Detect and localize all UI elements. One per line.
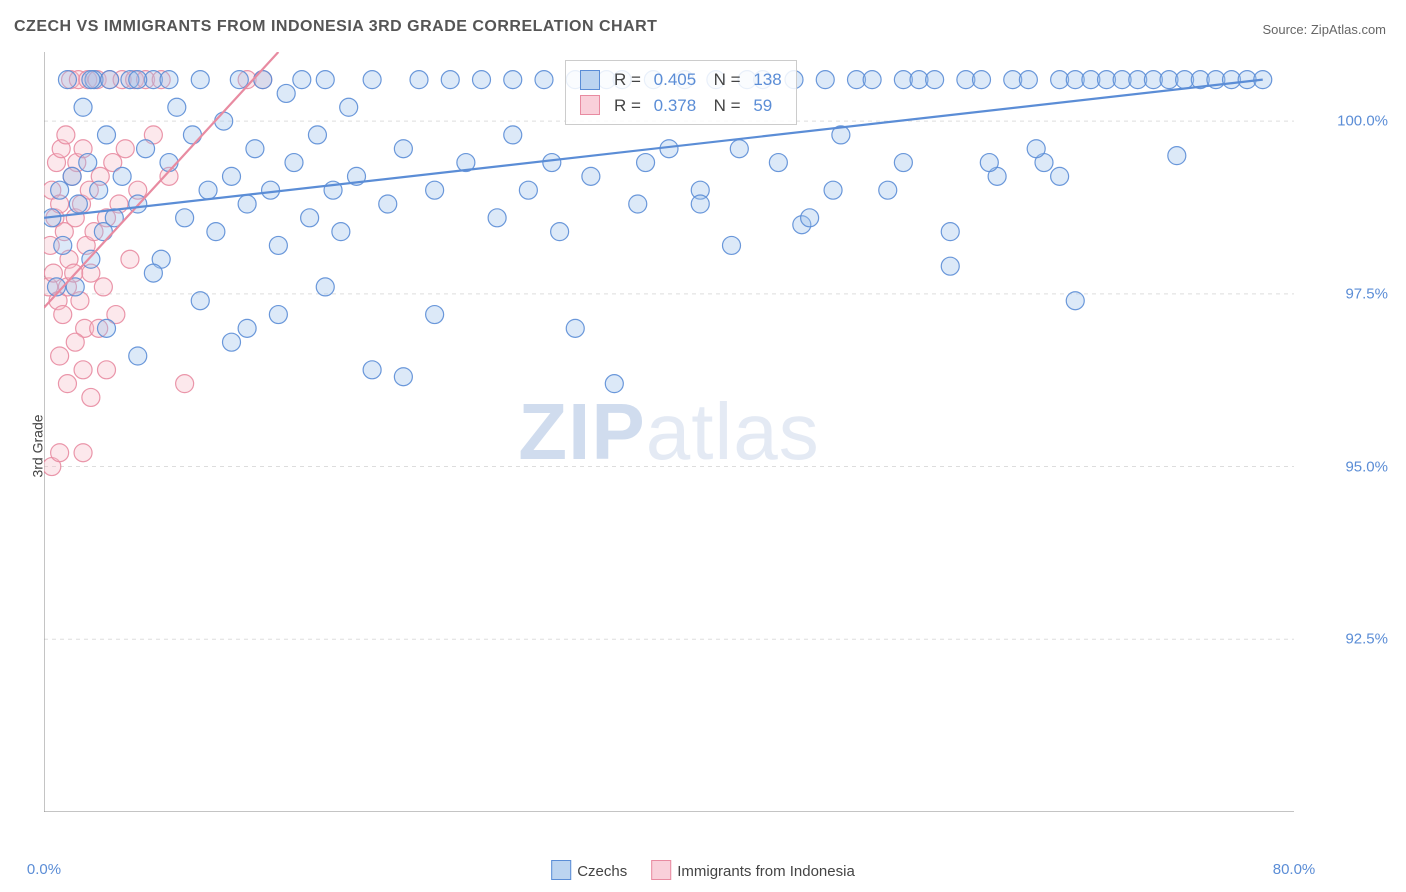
legend-label: Immigrants from Indonesia: [677, 863, 855, 880]
pink-swatch-icon: [651, 860, 671, 880]
x-tick-label: 80.0%: [1273, 861, 1316, 878]
chart-title: CZECH VS IMMIGRANTS FROM INDONESIA 3RD G…: [14, 18, 657, 36]
stats-box: R = 0.405 N = 138R = 0.378 N = 59: [565, 60, 797, 125]
stat-r-label: R =: [614, 93, 646, 119]
blue-swatch-icon: [580, 70, 600, 90]
stat-n-value: 59: [753, 93, 772, 119]
scatter-svg: [44, 52, 1294, 812]
blue-swatch-icon: [551, 860, 571, 880]
y-tick-label: 95.0%: [1345, 458, 1388, 475]
x-tick-label: 0.0%: [27, 861, 61, 878]
stat-n-label: N =: [704, 67, 745, 93]
source-label: Source: ZipAtlas.com: [1262, 22, 1386, 37]
chart-container: CZECH VS IMMIGRANTS FROM INDONESIA 3RD G…: [0, 0, 1406, 892]
y-tick-label: 97.5%: [1345, 285, 1388, 302]
y-tick-label: 100.0%: [1337, 113, 1388, 130]
legend-item: Immigrants from Indonesia: [651, 860, 855, 880]
legend-bottom: Czechs Immigrants from Indonesia: [551, 860, 855, 880]
stats-row: R = 0.405 N = 138: [580, 67, 782, 93]
stat-r-label: R =: [614, 67, 646, 93]
stat-n-value: 138: [753, 67, 781, 93]
y-tick-label: 92.5%: [1345, 631, 1388, 648]
stat-r-value: 0.405: [654, 67, 697, 93]
stat-r-value: 0.378: [654, 93, 697, 119]
legend-label: Czechs: [577, 863, 627, 880]
legend-item: Czechs: [551, 860, 627, 880]
plot-area: ZIPatlas: [44, 52, 1294, 812]
stats-row: R = 0.378 N = 59: [580, 93, 782, 119]
pink-swatch-icon: [580, 95, 600, 115]
stat-n-label: N =: [704, 93, 745, 119]
